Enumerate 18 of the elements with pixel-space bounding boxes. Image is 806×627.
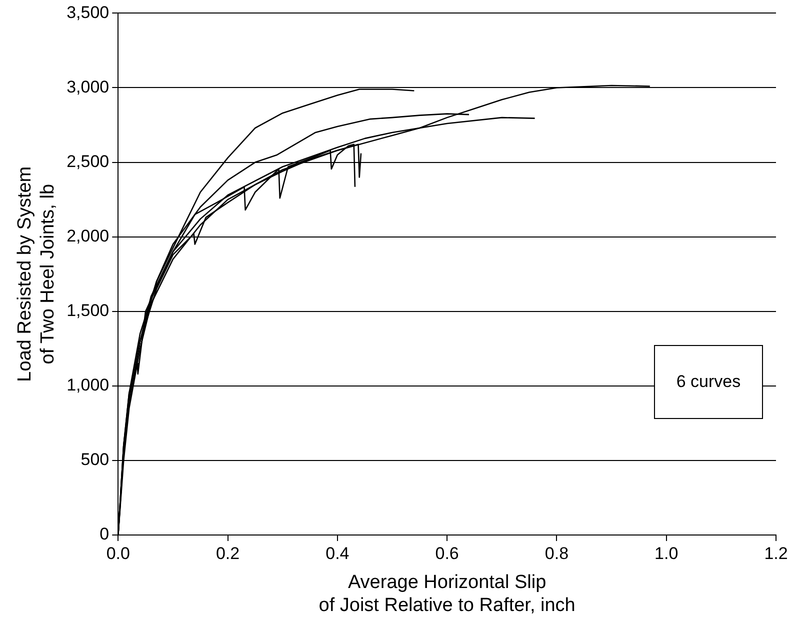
x-tick-label: 1.2 xyxy=(764,544,788,563)
note-box: 6 curves xyxy=(654,345,763,420)
y-tick-label: 3,500 xyxy=(66,2,110,22)
x-tick-label: 1.0 xyxy=(654,544,678,563)
y-tick-label: 2,500 xyxy=(66,152,110,171)
y-axis-title: Load Resisted by System of Two Heel Joints, lb xyxy=(14,166,58,382)
x-tick-label: 0.4 xyxy=(326,544,350,563)
y-tick-label: 2,000 xyxy=(66,226,110,246)
y-tick-label: 1,000 xyxy=(66,376,110,395)
x-tick-label: 0.6 xyxy=(435,544,459,563)
x-tick-label: 0.0 xyxy=(106,544,130,563)
x-tick-label: 0.2 xyxy=(216,544,240,563)
y-tick-label: 3,000 xyxy=(66,77,110,96)
x-axis-title: Average Horizontal Slip of Joist Relative to Rafter, inch xyxy=(318,572,576,616)
y-tick-label: 1,500 xyxy=(66,301,110,320)
x-tick-label: 0.8 xyxy=(544,544,569,563)
y-tick-label: 0 xyxy=(100,524,110,544)
y-tick-label: 500 xyxy=(80,450,110,470)
